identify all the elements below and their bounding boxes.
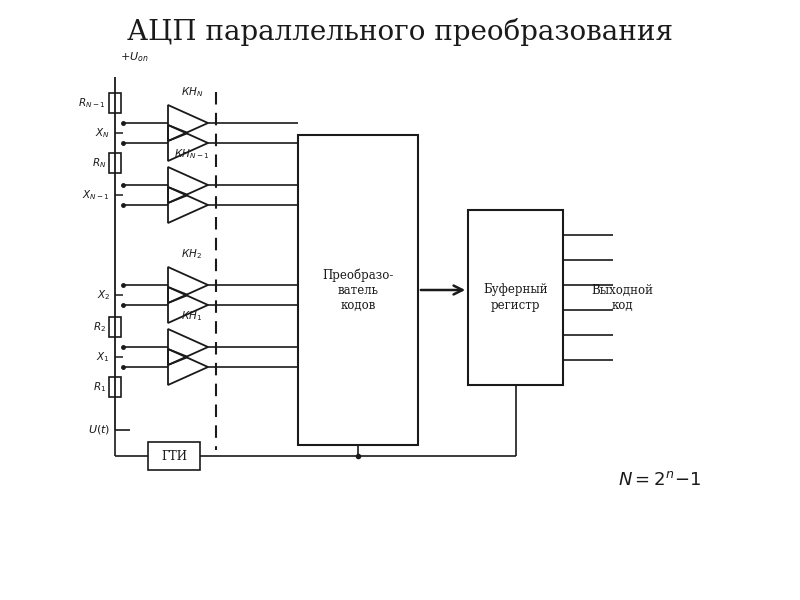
Bar: [109, 93, 121, 113]
Text: Преобразо-
ватель
кодов: Преобразо- ватель кодов: [322, 268, 394, 312]
Text: $X_2$: $X_2$: [97, 288, 110, 302]
Text: $КН_N$: $КН_N$: [181, 85, 203, 99]
Bar: [109, 377, 121, 397]
Text: ГТИ: ГТИ: [161, 449, 187, 463]
Text: $КН_2$: $КН_2$: [182, 247, 202, 261]
Text: $X_{N-1}$: $X_{N-1}$: [82, 188, 110, 202]
Text: $КН_1$: $КН_1$: [182, 309, 202, 323]
Text: $X_N$: $X_N$: [95, 126, 110, 140]
Text: $R_1$: $R_1$: [93, 380, 106, 394]
Text: $N = 2^n\!-\!1$: $N = 2^n\!-\!1$: [618, 471, 702, 489]
Bar: [148, 442, 200, 470]
Text: АЦП параллельного преобразования: АЦП параллельного преобразования: [127, 18, 673, 46]
Text: $R_N$: $R_N$: [91, 156, 106, 170]
Text: Буферный
регистр: Буферный регистр: [483, 283, 548, 311]
Text: $+U_{on}$: $+U_{on}$: [120, 50, 149, 64]
Text: $X_1$: $X_1$: [97, 350, 110, 364]
Text: $U(t)$: $U(t)$: [88, 424, 110, 437]
Text: $R_2$: $R_2$: [93, 320, 106, 334]
Text: $КН_{N-1}$: $КН_{N-1}$: [174, 147, 210, 161]
Text: Выходной
код: Выходной код: [591, 283, 653, 311]
Bar: [109, 317, 121, 337]
Bar: [468, 210, 563, 385]
Bar: [109, 153, 121, 173]
Bar: [298, 135, 418, 445]
Text: $R_{N-1}$: $R_{N-1}$: [78, 96, 106, 110]
